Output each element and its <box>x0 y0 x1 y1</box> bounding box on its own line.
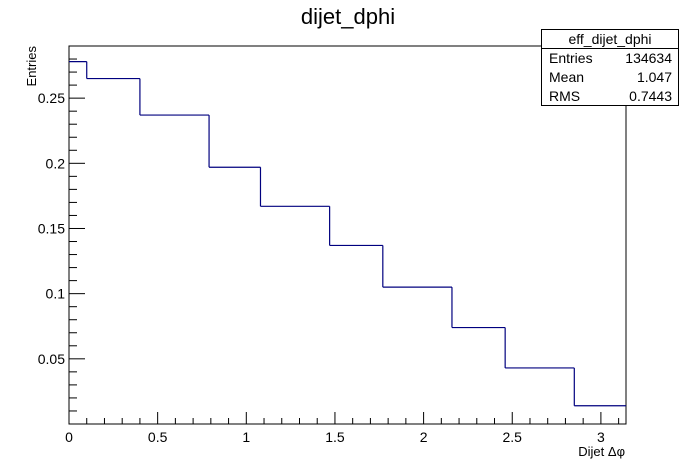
x-tick-label: 0.5 <box>148 429 168 445</box>
chart-title: dijet_dphi <box>300 4 396 29</box>
stats-label: Entries <box>549 50 593 66</box>
stats-row-mean: Mean 1.047 <box>542 68 678 87</box>
x-tick-label: 1 <box>242 429 250 445</box>
x-axis-ticks: 0 0.5 1 1.5 2 2.5 3 <box>65 412 620 445</box>
y-tick-label: 0.15 <box>38 220 65 236</box>
stats-value: 0.7443 <box>629 88 672 104</box>
x-tick-label: 2 <box>420 429 428 445</box>
stats-label: RMS <box>549 88 581 104</box>
y-tick-label: 0.25 <box>38 90 65 106</box>
y-axis-label: Entries <box>24 46 39 87</box>
stats-value: 1.047 <box>636 69 672 85</box>
y-tick-label: 0.1 <box>46 286 66 302</box>
plot-frame <box>68 45 627 425</box>
x-tick-label: 1.5 <box>325 429 345 445</box>
x-tick-label: 3 <box>597 429 605 445</box>
y-axis-ticks: 0.05 0.1 0.15 0.2 0.25 <box>38 45 85 412</box>
y-tick-label: 0.05 <box>38 351 65 367</box>
stats-row-entries: Entries 134634 <box>542 49 678 68</box>
histogram-series <box>69 61 626 407</box>
stats-value: 134634 <box>625 50 672 66</box>
y-tick-label: 0.2 <box>46 155 66 171</box>
stats-label: Mean <box>549 69 585 85</box>
x-axis-label: Dijet Δφ <box>578 444 625 459</box>
stats-box: eff_dijet_dphi Entries 134634 Mean 1.047… <box>541 29 679 106</box>
x-tick-label: 0 <box>65 429 73 445</box>
x-tick-label: 2.5 <box>503 429 523 445</box>
stats-box-title: eff_dijet_dphi <box>542 30 678 49</box>
stats-row-rms: RMS 0.7443 <box>542 87 678 106</box>
